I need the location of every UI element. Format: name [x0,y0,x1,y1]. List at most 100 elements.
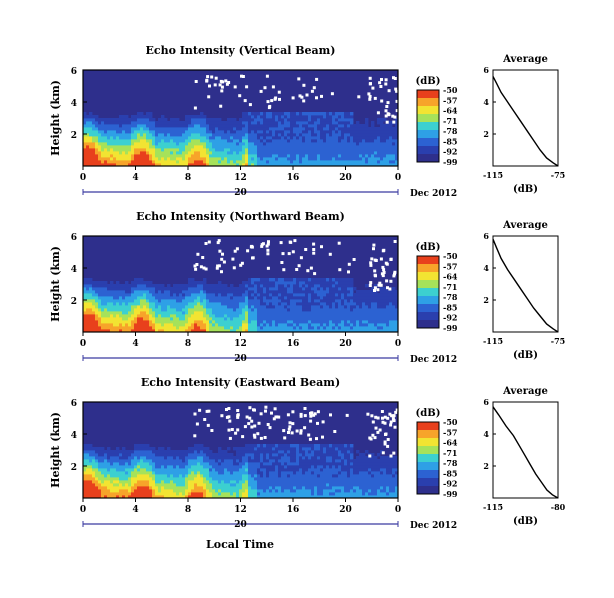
x-tick-label: 16 [287,339,300,349]
heatmap-cell [305,124,309,128]
colorbar-tick-label: -57 [443,95,457,105]
heatmap-cell [326,299,330,303]
missing-data-cell [238,94,242,98]
heatmap-cell [170,151,174,155]
heatmap-cell [287,471,291,475]
heatmap-cell [170,127,174,131]
heatmap-cell [362,317,366,321]
heatmap-cell [362,290,366,294]
heatmap-cell [125,308,129,312]
heatmap-cell [251,157,255,161]
heatmap-cell [362,293,366,297]
heatmap-cell [161,163,165,167]
heatmap-cell [191,145,195,149]
heatmap-cell [218,468,222,472]
heatmap-cell [275,456,279,460]
heatmap-cell [89,127,93,131]
heatmap-cell [203,329,207,333]
heatmap-cell [113,468,117,472]
heatmap-cell [119,139,123,143]
heatmap-cell [239,317,243,321]
heatmap-cell [107,474,111,478]
heatmap-cell [371,314,375,318]
heatmap-cell [89,311,93,315]
missing-data-cell [373,289,376,292]
heatmap-cell [170,118,174,122]
heatmap-cell [284,320,288,324]
heatmap-cell [104,326,108,330]
heatmap-cell [116,329,120,333]
heatmap-cell [185,124,189,128]
heatmap-cell [89,151,93,155]
heatmap-cell [350,329,354,333]
heatmap-cell [362,305,366,309]
heatmap-cell [137,136,141,140]
heatmap-cell [395,154,399,158]
heatmap-cell [278,139,282,143]
heatmap-cell [122,124,126,128]
heatmap-cell [173,314,177,318]
heatmap-cell [233,323,237,327]
missing-data-cell [261,242,265,246]
heatmap-cell [323,287,327,291]
heatmap-cell [278,148,282,152]
heatmap-cell [251,142,255,146]
heatmap-cell [230,474,234,478]
heatmap-cell [113,151,117,155]
heatmap-cell [272,326,276,330]
missing-data-cell [194,80,198,83]
heatmap-cell [326,112,330,116]
heatmap-cell [137,151,141,155]
heatmap-cell [98,163,102,167]
heatmap-cell [194,124,198,128]
heatmap-cell [194,456,198,460]
heatmap-cell [311,139,315,143]
heatmap-cell [218,136,222,140]
heatmap-cell [146,142,150,146]
heatmap-cell [182,489,186,493]
heatmap-cell [305,308,309,312]
heatmap-cell [137,477,141,481]
colorbar-segment [417,114,439,123]
heatmap-cell [89,139,93,143]
heatmap-cell [158,489,162,493]
missing-data-cell [251,256,255,260]
heatmap-cell [290,287,294,291]
heatmap-cell [203,127,207,131]
heatmap-cell [149,447,153,451]
heatmap-cell [191,305,195,309]
heatmap-cell [155,296,159,300]
heatmap-cell [92,130,96,134]
heatmap-cell [137,468,141,472]
heatmap-cell [125,453,129,457]
heatmap-cell [209,148,213,152]
heatmap-cell [89,278,93,282]
heatmap-cell [170,121,174,125]
heatmap-cell [329,151,333,155]
heatmap-cell [194,465,198,469]
heatmap-cell [101,326,105,330]
heatmap-cell [161,136,165,140]
heatmap-cell [146,492,150,496]
heatmap-cell [86,492,90,496]
heatmap-cell [107,296,111,300]
heatmap-cell [134,299,138,303]
heatmap-cell [242,151,246,155]
heatmap-cell [167,290,171,294]
heatmap-cell [119,459,123,463]
heatmap-cell [278,157,282,161]
heatmap-cell [98,320,102,324]
missing-data-cell [384,261,388,265]
heatmap-cell [176,293,180,297]
heatmap-cell [377,127,381,131]
heatmap-cell [284,471,288,475]
heatmap-cell [383,305,387,309]
heatmap-cell [266,320,270,324]
heatmap-cell [239,157,243,161]
heatmap-cell [170,489,174,493]
heatmap-cell [83,471,87,475]
heatmap-cell [257,314,261,318]
heatmap-cell [314,160,318,164]
heatmap-cell [98,302,102,306]
heatmap-cell [104,317,108,321]
